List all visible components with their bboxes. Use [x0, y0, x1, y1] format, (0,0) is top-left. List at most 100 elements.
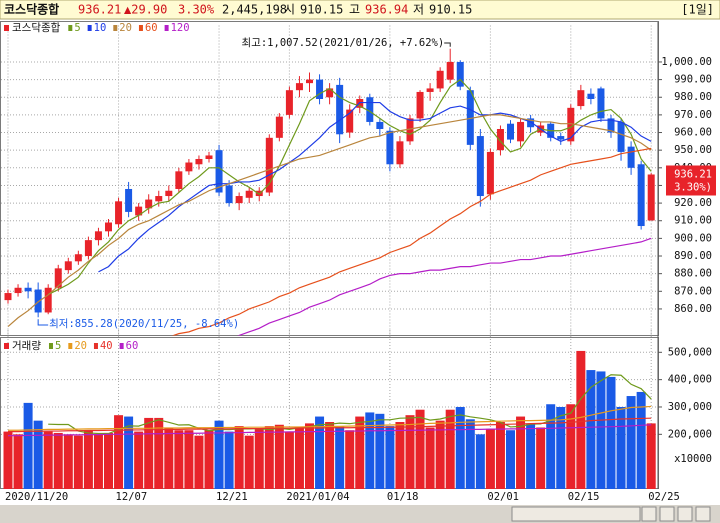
- volume-bar: [43, 431, 53, 489]
- volume-bar: [445, 409, 455, 489]
- candle-body: [567, 107, 575, 142]
- volume-bar: [204, 430, 214, 489]
- volume-bar: [104, 432, 113, 489]
- y-tick-label: 910.00: [674, 215, 712, 227]
- volume-bar: [546, 404, 556, 489]
- volume-bar: [586, 370, 596, 489]
- candle-body: [336, 84, 344, 135]
- volume-unit: x10000: [674, 453, 712, 465]
- candle-body: [135, 206, 143, 216]
- candle-body: [115, 201, 123, 225]
- volume-bar: [495, 422, 505, 489]
- candle-body: [245, 190, 253, 198]
- volume-bar: [83, 430, 93, 489]
- volume-bar: [636, 391, 646, 489]
- y-tick-label: 970.00: [674, 109, 712, 121]
- candle-body: [436, 70, 444, 89]
- header-rate: 3.30%: [178, 3, 215, 17]
- moving-average-line: [8, 405, 652, 431]
- header-change: ▲29.90: [124, 3, 167, 17]
- volume-bar: [415, 409, 425, 489]
- legend-swatch: [68, 25, 73, 31]
- candle-body: [507, 123, 514, 140]
- scroll-thumb[interactable]: [511, 506, 641, 522]
- candle-body: [74, 254, 82, 262]
- volume-bar: [284, 431, 294, 489]
- candle-body: [94, 231, 102, 241]
- x-tick-label: 02/25: [648, 491, 680, 503]
- candle-body: [295, 83, 303, 91]
- candle-body: [607, 118, 615, 133]
- settings-button[interactable]: [695, 506, 711, 522]
- last-price-tag: [666, 165, 716, 196]
- y-tick-label: 300,000: [668, 401, 712, 413]
- volume-bar: [63, 434, 73, 489]
- x-tick-label: 12/07: [116, 491, 148, 503]
- moving-average-line: [7, 114, 652, 328]
- candle-body: [366, 97, 374, 122]
- legend-label: 120: [171, 22, 190, 34]
- last-change: ( 3.30%): [661, 181, 712, 193]
- zoom-button[interactable]: [659, 506, 675, 522]
- volume-bar: [114, 415, 124, 489]
- zoom-button[interactable]: [677, 506, 693, 522]
- candle-body: [406, 118, 414, 142]
- scroll-button[interactable]: [641, 506, 657, 522]
- moving-average-line: [171, 147, 652, 336]
- volume-bar: [93, 434, 103, 489]
- candle-body: [165, 190, 173, 197]
- candle-body: [637, 164, 645, 227]
- header-price: 936.21: [78, 3, 121, 17]
- candle-body: [215, 150, 223, 193]
- volume-bar: [606, 376, 616, 489]
- volume-bar: [144, 417, 154, 489]
- candle-body: [125, 188, 133, 212]
- volume-bar: [355, 416, 365, 489]
- volume-bar: [224, 431, 234, 489]
- volume-bar: [506, 430, 515, 489]
- y-tick-label: 200,000: [668, 428, 712, 440]
- volume-bar: [164, 427, 174, 489]
- volume-bar: [345, 430, 355, 489]
- candle-body: [145, 199, 153, 209]
- x-tick-label: 01/18: [387, 491, 419, 503]
- volume-bar: [124, 416, 134, 489]
- volume-bar: [395, 422, 405, 489]
- x-tick-label: 2021/01/04: [286, 491, 349, 503]
- y-tick-label: 860.00: [674, 303, 712, 315]
- candle-body: [155, 196, 163, 202]
- candle-body: [647, 174, 655, 221]
- moving-average-line: [237, 237, 652, 336]
- volume-bar: [335, 426, 345, 489]
- moving-average-line: [47, 78, 652, 296]
- volume-bar: [234, 426, 244, 489]
- candle-body: [426, 88, 434, 92]
- y-tick-label: 870.00: [674, 285, 712, 297]
- header-open: 910.15: [300, 3, 343, 17]
- legend-swatch: [138, 25, 143, 31]
- annotation-pointer: [37, 319, 49, 326]
- y-tick-label: 1,000.00: [661, 56, 712, 68]
- candle-body: [84, 240, 92, 257]
- low-annotation: 최저:855.28(2020/11/25, -8.64%): [49, 318, 239, 330]
- volume-bar: [174, 430, 184, 489]
- volume-bar: [3, 431, 13, 489]
- legend-swatch: [164, 25, 169, 31]
- volume-bar: [405, 415, 415, 489]
- y-tick-label: 920.00: [674, 197, 712, 209]
- candle-body: [105, 222, 112, 232]
- candle-body: [466, 90, 474, 145]
- legend-swatch: [113, 25, 118, 31]
- period-button[interactable]: [1일]: [681, 3, 714, 17]
- volume-bar: [556, 406, 566, 489]
- candle-body: [597, 88, 605, 119]
- legend-swatch: [4, 343, 9, 349]
- candle-body: [577, 90, 585, 107]
- volume-bar: [134, 431, 144, 489]
- candle-body: [557, 136, 565, 140]
- candle-body: [587, 93, 595, 100]
- legend-label: 20: [74, 340, 87, 352]
- candle-body: [617, 121, 625, 152]
- volume-bar: [305, 423, 314, 489]
- y-tick-label: 400,000: [668, 374, 712, 386]
